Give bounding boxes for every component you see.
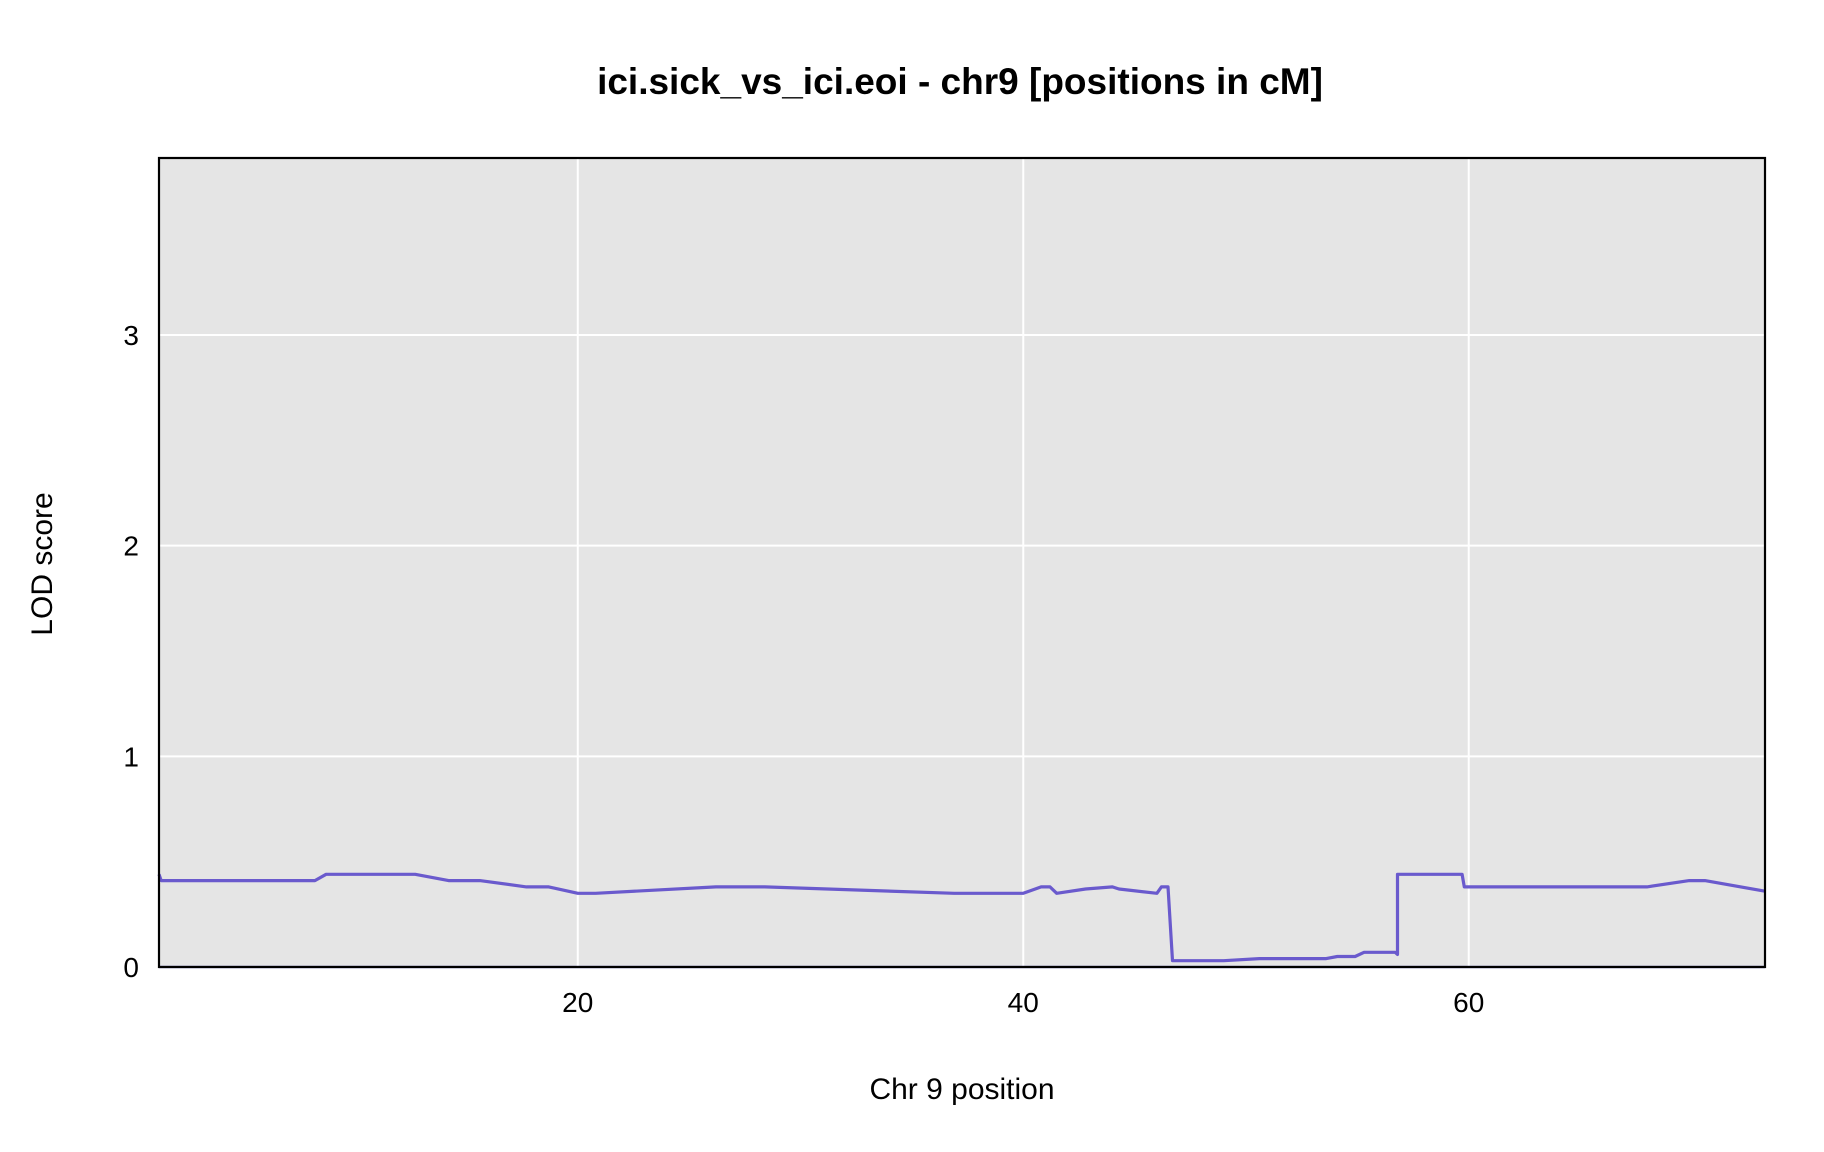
y-tick-label: 3 — [123, 320, 139, 351]
plot-panel — [159, 158, 1765, 967]
series-layer — [157, 872, 1766, 963]
x-tick-label: 60 — [1453, 987, 1484, 1018]
plot-frame — [157, 156, 1767, 969]
grid-lines — [159, 158, 1765, 967]
y-axis-ticks: 0 1 2 3 — [123, 320, 139, 983]
x-tick-label: 40 — [1008, 987, 1039, 1018]
x-axis-ticks: 20 40 60 — [562, 987, 1484, 1018]
y-axis-label: LOD score — [26, 492, 59, 635]
y-tick-label: 1 — [123, 741, 139, 772]
x-axis-label: Chr 9 position — [869, 1073, 1054, 1106]
y-tick-label: 2 — [123, 531, 139, 562]
x-tick-label: 20 — [562, 987, 593, 1018]
y-tick-label: 0 — [123, 952, 139, 983]
chart-title: ici.sick_vs_ici.eoi - chr9 [positions in… — [597, 61, 1323, 102]
lod-series-line — [157, 872, 1766, 963]
